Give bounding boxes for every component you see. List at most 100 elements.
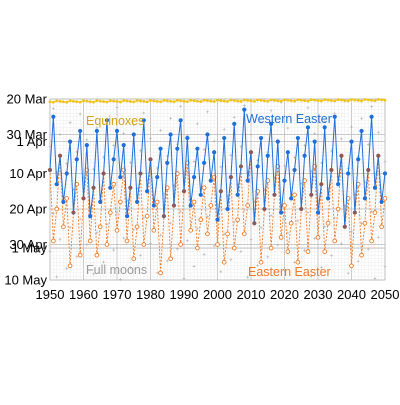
eastern-easter-point [191,199,197,205]
full-moon-marker [360,222,363,225]
full-moon-marker [169,116,172,120]
full-moon-marker [370,210,373,213]
y-tick-label: 1 Apr [17,134,48,149]
western-easter-point [302,153,307,158]
western-easter-point [114,128,120,134]
western-easter-point [292,167,297,173]
western-easter-point [188,203,193,208]
western-easter-point [158,146,163,151]
western-easter-point [88,214,93,219]
full-moon-marker [65,267,69,270]
western-easter-point [369,114,374,119]
western-easter-point [372,185,378,190]
full-moon-marker [202,148,206,151]
eastern-easter-point [231,245,237,251]
coinciding-easter-point [309,192,314,197]
equinox-point [370,98,373,102]
equinox-point [115,100,119,103]
full-moon-marker [206,215,209,219]
equinox-point [259,98,263,102]
y-tick-label: 20 Mar [7,92,48,107]
western-easter-point [258,135,264,141]
full-moon-marker [112,143,116,147]
equinox-point [129,100,132,103]
western-easter-point [346,171,351,176]
eastern-easter-point [107,210,113,215]
full-moon-marker [132,228,136,232]
x-tick-label: 2050 [371,287,400,302]
y-tick-label: 1 May [12,241,48,256]
full-moon-marker [85,138,89,142]
full-moon-marker [256,263,260,267]
equinox-point [85,99,89,103]
eastern-easter-point [117,199,123,205]
eastern-easter-point [67,263,73,269]
full-moon-marker [259,121,263,125]
y-tick-label: 30 Apr [9,237,47,252]
full-moon-marker [340,137,343,141]
full-moon-marker [306,211,310,214]
full-moon-marker [323,120,327,124]
western-easter-point [74,157,79,162]
western-easter-point [195,146,200,151]
equinox-point [179,99,183,103]
coinciding-easter-point [342,224,347,229]
western-easter-point [165,160,170,165]
full-moon-marker [51,107,55,111]
full-moon-marker [155,271,159,275]
x-tick-label: 2010 [237,287,266,302]
equinox-point [360,99,363,103]
full-moon-marker [333,111,337,115]
equinox-point [68,99,72,103]
eastern-easter-point [215,242,220,247]
coinciding-easter-point [57,153,63,158]
x-tick-label: 2020 [270,287,299,302]
eastern-easter-point [141,242,147,247]
equinox-point [343,99,347,102]
coinciding-easter-point [248,150,254,155]
western-easter-point [212,150,217,155]
full-moon-marker [202,253,206,256]
western-easter-point [235,192,240,197]
western-easter-point [84,143,89,148]
western-easter-point [198,192,203,197]
full-moon-marker [370,105,373,109]
equinox-point [313,98,317,102]
full-moon-marker [122,131,126,135]
western-easter-point [232,121,237,126]
equinox-point [366,98,370,102]
full-moon-marker [95,126,99,130]
western-easter-point [305,125,311,130]
equinox-point [135,99,139,102]
eastern-easter-point [285,249,291,254]
equinox-point [376,97,380,101]
western-easter-point [379,199,384,205]
western-easter-point [178,118,183,123]
western-easter-point [78,128,83,134]
full-moon-marker [242,103,246,107]
western-easter-point [289,196,294,201]
equinox-point [98,99,102,103]
eastern-easter-point [208,203,214,208]
full-moon-marker [306,106,310,110]
western-easter-point [131,132,136,137]
western-easter-point [279,210,284,215]
full-moon-marker [296,114,300,118]
eastern-easter-point [268,245,274,251]
coinciding-easter-point [262,206,267,212]
western-easter-point [208,178,213,183]
coinciding-easter-point [339,153,344,158]
x-tick-label: 1970 [103,287,132,302]
western-easter-point [356,157,361,162]
equinox-point [72,99,75,103]
full-moon-marker [313,132,317,135]
eastern-easter-point [322,249,328,254]
eastern-easter-point [359,252,364,258]
equinox-point [175,98,179,102]
eastern-easter-point [295,259,301,265]
equinox-point [82,99,85,103]
full-moon-marker [142,216,146,220]
full-moon-marker [185,239,189,242]
equinox-point [216,98,219,102]
